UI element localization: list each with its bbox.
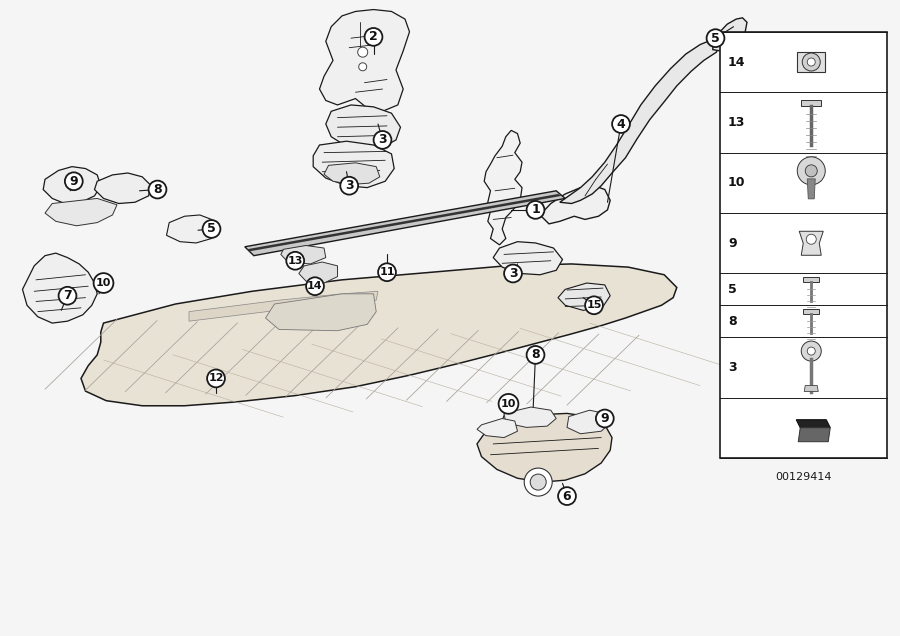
Polygon shape <box>245 191 565 256</box>
Polygon shape <box>504 407 556 427</box>
Polygon shape <box>484 130 522 245</box>
Circle shape <box>797 157 825 185</box>
Polygon shape <box>81 264 677 406</box>
Text: 5: 5 <box>728 283 737 296</box>
Polygon shape <box>324 163 380 184</box>
Polygon shape <box>313 141 394 188</box>
Circle shape <box>558 487 576 505</box>
Polygon shape <box>493 242 562 275</box>
Polygon shape <box>94 173 151 204</box>
Circle shape <box>806 165 817 177</box>
Circle shape <box>94 273 113 293</box>
Circle shape <box>58 287 76 305</box>
Text: 4: 4 <box>616 118 625 130</box>
Text: 13: 13 <box>728 116 745 129</box>
Text: 9: 9 <box>600 412 609 425</box>
Polygon shape <box>558 283 610 310</box>
Text: 8: 8 <box>531 349 540 361</box>
Circle shape <box>207 370 225 387</box>
Polygon shape <box>798 427 830 442</box>
Polygon shape <box>45 198 117 226</box>
Polygon shape <box>281 245 326 264</box>
Polygon shape <box>801 100 821 106</box>
Circle shape <box>364 28 382 46</box>
Polygon shape <box>326 105 400 149</box>
Text: 11: 11 <box>379 267 395 277</box>
Circle shape <box>357 47 368 57</box>
Polygon shape <box>266 294 376 331</box>
Text: 6: 6 <box>562 490 572 502</box>
Polygon shape <box>560 39 720 204</box>
Polygon shape <box>189 291 378 321</box>
Circle shape <box>340 177 358 195</box>
Text: 3: 3 <box>508 267 518 280</box>
Circle shape <box>596 410 614 427</box>
Text: 00129414: 00129414 <box>775 472 832 482</box>
Polygon shape <box>320 10 410 111</box>
Polygon shape <box>713 18 747 51</box>
Polygon shape <box>805 385 818 392</box>
Text: 3: 3 <box>728 361 736 374</box>
Circle shape <box>526 201 544 219</box>
Polygon shape <box>43 167 101 204</box>
Polygon shape <box>247 194 562 251</box>
Polygon shape <box>567 410 610 434</box>
Circle shape <box>612 115 630 133</box>
Text: 10: 10 <box>728 176 745 190</box>
Circle shape <box>499 394 518 414</box>
Circle shape <box>202 220 220 238</box>
Polygon shape <box>799 232 824 255</box>
Text: 10: 10 <box>500 399 517 409</box>
Polygon shape <box>477 418 517 438</box>
Polygon shape <box>22 253 97 323</box>
Text: 3: 3 <box>378 134 387 146</box>
Text: 14: 14 <box>307 281 323 291</box>
Circle shape <box>378 263 396 281</box>
Circle shape <box>65 172 83 190</box>
Text: 15: 15 <box>586 300 602 310</box>
Polygon shape <box>807 179 815 199</box>
Text: 9: 9 <box>728 237 736 250</box>
Circle shape <box>524 468 553 496</box>
Circle shape <box>802 53 820 71</box>
Circle shape <box>374 131 392 149</box>
Text: 3: 3 <box>345 179 354 192</box>
Text: 2: 2 <box>369 31 378 43</box>
Circle shape <box>359 63 366 71</box>
Bar <box>720 32 886 458</box>
Circle shape <box>806 234 816 244</box>
Text: 8: 8 <box>728 315 736 328</box>
Polygon shape <box>796 420 830 427</box>
Polygon shape <box>299 262 338 283</box>
Text: 10: 10 <box>95 278 112 288</box>
Text: 8: 8 <box>153 183 162 196</box>
Polygon shape <box>477 413 612 482</box>
Polygon shape <box>540 186 610 224</box>
Circle shape <box>530 474 546 490</box>
Polygon shape <box>803 309 819 314</box>
Circle shape <box>148 181 166 198</box>
Circle shape <box>286 252 304 270</box>
Text: 9: 9 <box>69 175 78 188</box>
Circle shape <box>306 277 324 295</box>
Text: 1: 1 <box>531 204 540 216</box>
Polygon shape <box>166 215 216 243</box>
Text: 5: 5 <box>711 32 720 45</box>
Text: 5: 5 <box>207 223 216 235</box>
Polygon shape <box>803 277 819 282</box>
Circle shape <box>807 58 815 66</box>
Circle shape <box>706 29 724 47</box>
Circle shape <box>526 346 544 364</box>
Text: 13: 13 <box>287 256 303 266</box>
Text: 12: 12 <box>208 373 224 384</box>
Circle shape <box>585 296 603 314</box>
Text: 7: 7 <box>63 289 72 302</box>
Circle shape <box>807 347 815 355</box>
Circle shape <box>504 265 522 282</box>
Circle shape <box>801 341 821 361</box>
Polygon shape <box>797 52 825 72</box>
Text: 14: 14 <box>728 55 745 69</box>
